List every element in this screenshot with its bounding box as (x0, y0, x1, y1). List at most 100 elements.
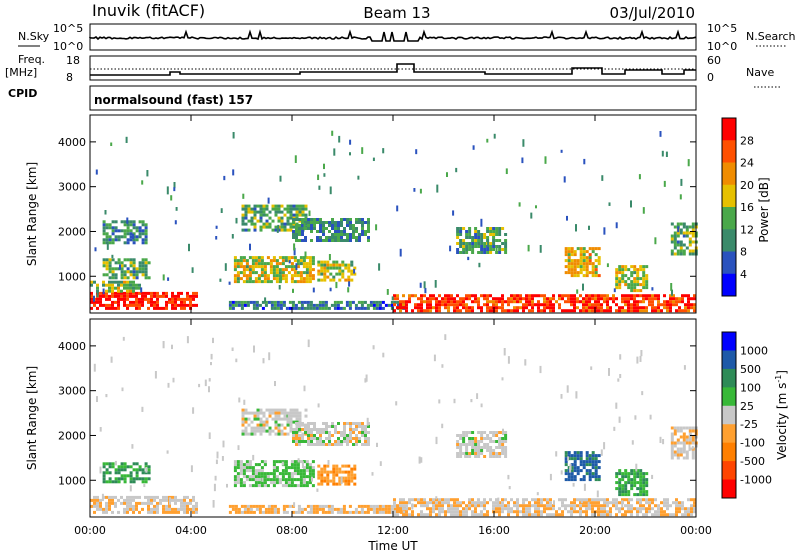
echo-cell (177, 297, 180, 301)
echo-cell (465, 233, 469, 236)
echo-cell (96, 501, 99, 505)
echo-cell (271, 219, 275, 223)
echo-cell (361, 428, 364, 431)
echo-cell (295, 218, 298, 221)
echo-cell (248, 265, 252, 269)
echo-cell (501, 297, 504, 301)
echo-cell (624, 280, 628, 284)
echo-cell (477, 242, 481, 245)
echo-cell (567, 504, 570, 508)
echo-cell (144, 270, 148, 274)
echo-cell (245, 274, 249, 278)
echo-cell (132, 495, 135, 499)
echo-cell (474, 227, 478, 230)
echo-cell (304, 431, 307, 434)
echo-cell (263, 484, 267, 488)
echo-cell (420, 513, 423, 517)
echo-cell (480, 431, 484, 434)
echo-cell (471, 449, 475, 452)
sparse-echo (683, 365, 686, 370)
echo-cell (679, 243, 683, 247)
echo-cell (627, 481, 631, 485)
echo-cell (657, 504, 660, 508)
echo-cell (242, 256, 246, 260)
echo-cell (573, 454, 577, 458)
echo-cell (141, 267, 145, 271)
echo-cell (283, 417, 287, 421)
echo-cell (673, 225, 677, 229)
echo-cell (450, 300, 453, 304)
echo-cell (325, 425, 328, 428)
echo-cell (642, 513, 645, 517)
echo-cell (315, 507, 319, 511)
echo-cell (685, 456, 689, 460)
echo-cell (129, 283, 132, 287)
echo-cell (275, 481, 279, 485)
echo-cell (320, 269, 324, 273)
echo-cell (570, 510, 573, 514)
echo-cell (537, 294, 540, 298)
sparse-echo (106, 242, 109, 250)
echo-cell (335, 482, 339, 486)
sparse-echo (347, 287, 350, 293)
echo-cell (262, 213, 266, 217)
echo-cell (108, 501, 111, 505)
echo-cell (682, 252, 686, 256)
echo-cell (486, 309, 489, 313)
echo-cell (180, 498, 183, 502)
echo-cell (594, 454, 598, 458)
echo-cell (459, 227, 463, 230)
sparse-echo (191, 267, 194, 273)
echo-cell (681, 501, 684, 505)
echo-cell (501, 452, 505, 455)
echo-cell (93, 510, 96, 514)
echo-cell (316, 437, 319, 440)
echo-cell (282, 507, 286, 511)
echo-cell (126, 283, 129, 287)
echo-cell (120, 261, 124, 265)
echo-cell (156, 306, 159, 310)
echo-cell (186, 495, 189, 499)
x-tick-label: 12:00 (377, 524, 409, 537)
echo-cell (495, 455, 499, 458)
echo-cell (171, 507, 174, 511)
echo-cell (384, 510, 388, 514)
echo-cell (483, 504, 486, 508)
echo-cell (129, 501, 132, 505)
echo-cell (289, 207, 293, 211)
echo-cell (126, 286, 129, 290)
echo-cell (676, 222, 680, 226)
echo-cell (302, 475, 306, 479)
echo-cell (375, 504, 379, 508)
echo-cell (313, 218, 316, 221)
echo-cell (265, 213, 269, 217)
echo-cell (244, 429, 248, 433)
echo-cell (132, 289, 135, 293)
sparse-echo (688, 444, 691, 452)
echo-cell (456, 300, 459, 304)
sparse-echo (455, 167, 458, 173)
echo-cell (343, 218, 346, 221)
echo-cell (289, 417, 293, 421)
echo-cell (296, 262, 300, 266)
echo-cell (561, 294, 564, 298)
echo-cell (438, 513, 441, 517)
echo-cell (492, 434, 496, 437)
echo-cell (297, 510, 301, 514)
echo-cell (573, 478, 577, 482)
echo-cell (615, 507, 618, 511)
echo-cell (138, 232, 142, 236)
echo-cell (582, 501, 585, 505)
echo-cell (233, 268, 237, 272)
echo-cell (270, 510, 274, 514)
echo-cell (561, 498, 564, 502)
echo-cell (343, 440, 346, 443)
echo-cell (492, 501, 495, 505)
echo-cell (507, 297, 510, 301)
echo-cell (627, 268, 631, 272)
echo-cell (411, 510, 414, 514)
echo-cell (504, 242, 508, 245)
echo-cell (364, 440, 367, 443)
echo-cell (489, 300, 492, 304)
echo-cell (245, 466, 249, 470)
